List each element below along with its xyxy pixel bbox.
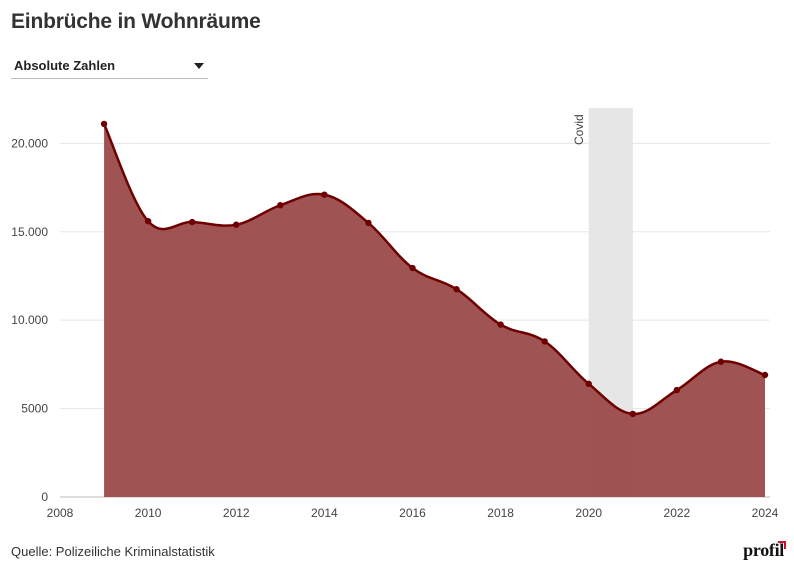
x-tick-label: 2020 bbox=[575, 506, 602, 520]
data-point bbox=[673, 386, 681, 394]
metric-dropdown[interactable]: Absolute Zahlen bbox=[11, 54, 208, 79]
x-tick-label: 2024 bbox=[752, 506, 779, 520]
data-point bbox=[761, 371, 769, 379]
covid-band-overlay bbox=[589, 108, 633, 497]
x-tick-label: 2018 bbox=[487, 506, 514, 520]
series-area bbox=[104, 123, 765, 497]
y-tick-label: 15.000 bbox=[11, 225, 48, 239]
covid-label: Covid bbox=[572, 114, 586, 145]
data-point bbox=[365, 219, 372, 227]
series-line bbox=[102, 123, 766, 416]
dropdown-selected-value: Absolute Zahlen bbox=[14, 58, 116, 73]
y-tick-label: 10.000 bbox=[11, 313, 48, 327]
chevron-down-icon bbox=[194, 63, 204, 69]
data-point bbox=[409, 264, 416, 272]
x-tick-label: 2016 bbox=[399, 506, 426, 520]
x-tick-label: 2012 bbox=[223, 506, 250, 520]
chart-title: Einbrüche in Wohnräume bbox=[11, 10, 261, 33]
x-tick-label: 2014 bbox=[311, 506, 338, 520]
x-tick-label: 2022 bbox=[664, 506, 691, 520]
x-tick-label: 2008 bbox=[47, 506, 74, 520]
data-point bbox=[629, 410, 637, 418]
data-point bbox=[188, 218, 196, 226]
data-point bbox=[585, 380, 592, 388]
data-point bbox=[144, 217, 152, 225]
x-tick-label: 2010 bbox=[135, 506, 162, 520]
y-tick-label: 5000 bbox=[21, 402, 48, 416]
data-point bbox=[233, 221, 240, 228]
data-point bbox=[321, 191, 328, 198]
brand-logo: profil bbox=[743, 540, 786, 560]
data-point bbox=[100, 120, 108, 128]
y-tick-label: 20.000 bbox=[11, 136, 48, 150]
data-point bbox=[453, 286, 460, 293]
data-point bbox=[717, 358, 725, 365]
data-point bbox=[497, 321, 504, 328]
data-point bbox=[277, 202, 284, 209]
logo-mark-icon bbox=[778, 541, 786, 549]
data-point bbox=[541, 338, 548, 345]
source-note: Quelle: Polizeiliche Kriminalstatistik bbox=[11, 544, 215, 559]
y-tick-label: 0 bbox=[41, 490, 48, 504]
